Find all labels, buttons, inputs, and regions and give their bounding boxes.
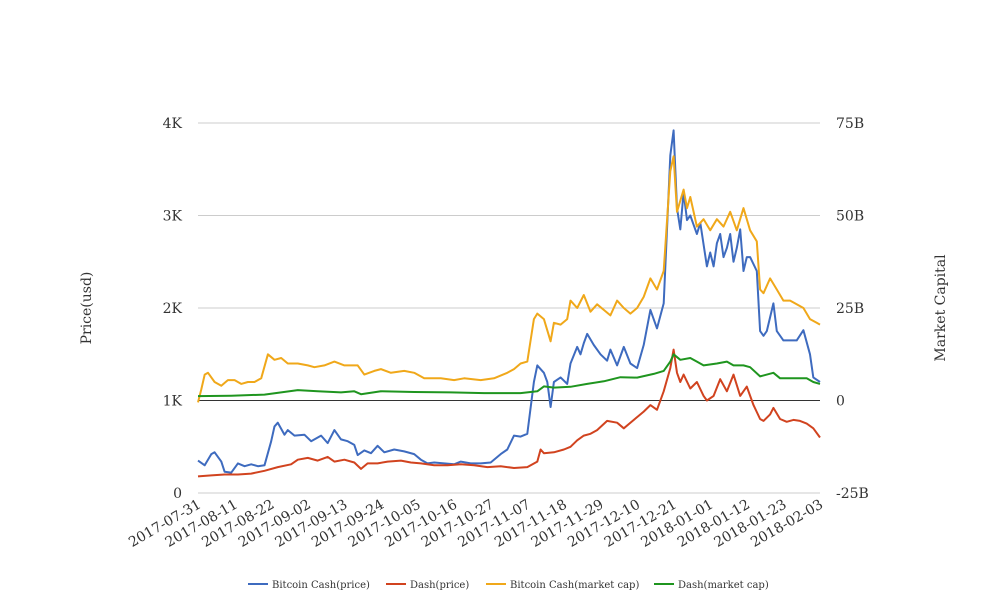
series-line-0 bbox=[197, 129, 821, 474]
left-tick-label: 3K bbox=[163, 209, 183, 225]
series-line-2 bbox=[197, 155, 821, 403]
right-tick-label: 50B bbox=[836, 209, 864, 225]
right-tick-label: 0 bbox=[836, 394, 845, 410]
legend: Bitcoin Cash(price) Dash(price) Bitcoin Ca… bbox=[248, 580, 769, 591]
right-tick-label: 75B bbox=[836, 116, 864, 132]
left-tick-label: 4K bbox=[163, 116, 183, 132]
series-line-3 bbox=[197, 353, 821, 398]
left-tick-label: 1K bbox=[163, 394, 183, 410]
left-tick-label: 0 bbox=[173, 486, 182, 502]
right-tick-label: 25B bbox=[836, 301, 864, 317]
left-axis-ticks: 0 1K 2K 3K 4K bbox=[163, 116, 183, 502]
right-axis-ticks: -25B 0 25B 50B 75B bbox=[836, 116, 869, 502]
legend-label: Dash(price) bbox=[410, 580, 469, 591]
series-line-1 bbox=[197, 348, 821, 478]
legend-label: Dash(market cap) bbox=[678, 580, 769, 591]
left-axis-title: Price(usd) bbox=[79, 272, 95, 345]
grid-lines bbox=[198, 122, 820, 494]
legend-label: Bitcoin Cash(market cap) bbox=[510, 580, 639, 591]
series-lines bbox=[197, 129, 821, 478]
right-axis-title: Market Capital bbox=[933, 254, 949, 362]
left-tick-label: 2K bbox=[163, 301, 183, 317]
right-tick-label: -25B bbox=[836, 486, 869, 502]
legend-label: Bitcoin Cash(price) bbox=[272, 580, 370, 591]
x-axis-ticks: 2017-07-312017-08-112017-08-222017-09-02… bbox=[126, 497, 826, 551]
